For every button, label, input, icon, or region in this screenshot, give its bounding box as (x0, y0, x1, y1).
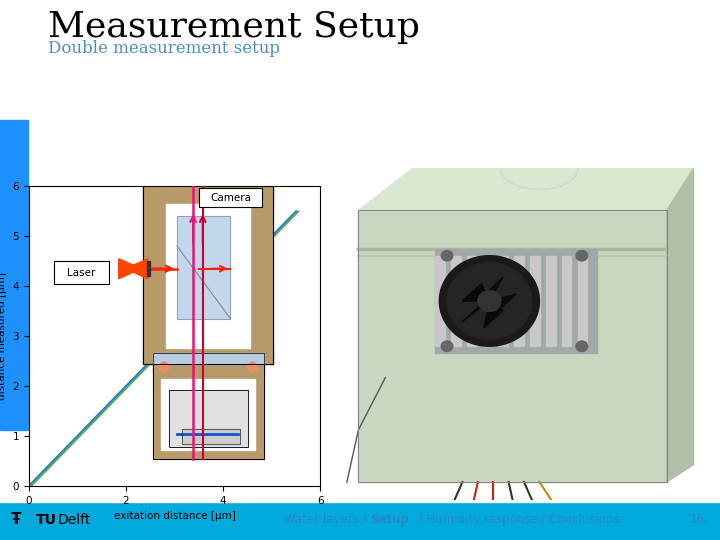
Bar (359, 211, 667, 482)
FancyBboxPatch shape (53, 261, 109, 284)
Polygon shape (484, 301, 503, 328)
Circle shape (441, 341, 453, 352)
Bar (148, 261, 150, 276)
Circle shape (576, 341, 588, 352)
Text: Ŧ: Ŧ (11, 512, 22, 528)
Bar (143, 186, 166, 363)
Polygon shape (462, 301, 490, 322)
Bar (514, 255, 524, 346)
Bar (577, 255, 588, 346)
Bar (436, 249, 598, 353)
Circle shape (159, 362, 168, 372)
Text: 16,: 16, (689, 514, 708, 526)
Polygon shape (359, 168, 693, 211)
Text: Camera: Camera (210, 193, 251, 203)
Bar (182, 429, 240, 443)
Bar (546, 255, 556, 346)
Y-axis label: distance measured [µm]: distance measured [µm] (0, 272, 7, 400)
FancyBboxPatch shape (199, 188, 261, 207)
Bar (177, 216, 230, 319)
Bar (467, 255, 477, 346)
Bar (166, 204, 250, 348)
Bar (0, 502, 720, 540)
Bar (436, 255, 445, 346)
Bar (153, 363, 161, 374)
Bar (161, 379, 256, 450)
Text: Measurement Setup: Measurement Setup (48, 10, 420, 44)
Bar (153, 363, 264, 458)
Bar (256, 363, 264, 374)
Polygon shape (490, 294, 516, 312)
Bar (0, 120, 28, 430)
Bar (359, 211, 667, 482)
Bar (451, 255, 461, 346)
Text: Setup: Setup (370, 514, 409, 526)
Bar (182, 429, 240, 443)
Bar (153, 353, 264, 363)
Circle shape (478, 291, 501, 312)
Bar (530, 255, 540, 346)
Bar (483, 255, 492, 346)
Bar (250, 186, 274, 363)
Text: Double measurement setup: Double measurement setup (48, 40, 280, 57)
Text: / Humidity response / Conclusions: / Humidity response / Conclusions (415, 514, 619, 526)
Bar (143, 186, 274, 363)
Text: Delft: Delft (58, 513, 91, 527)
Polygon shape (119, 259, 133, 279)
Bar (168, 389, 248, 447)
X-axis label: exitation distance [µm]: exitation distance [µm] (114, 511, 235, 521)
Circle shape (576, 251, 588, 261)
Polygon shape (667, 168, 693, 482)
Text: Water layers /: Water layers / (284, 514, 370, 526)
Polygon shape (484, 278, 503, 301)
Polygon shape (462, 284, 490, 301)
Circle shape (441, 251, 453, 261)
Bar (177, 216, 230, 319)
Text: TU: TU (36, 513, 57, 527)
Circle shape (248, 362, 257, 372)
Bar (143, 186, 274, 204)
Bar (153, 353, 264, 363)
Circle shape (447, 262, 532, 339)
Bar (153, 363, 264, 458)
Circle shape (439, 255, 539, 346)
Bar (499, 255, 508, 346)
Polygon shape (133, 259, 148, 279)
Bar (168, 389, 248, 447)
Text: Laser: Laser (67, 268, 96, 278)
Bar (0, 500, 720, 502)
Bar (143, 348, 274, 363)
Bar (562, 255, 572, 346)
